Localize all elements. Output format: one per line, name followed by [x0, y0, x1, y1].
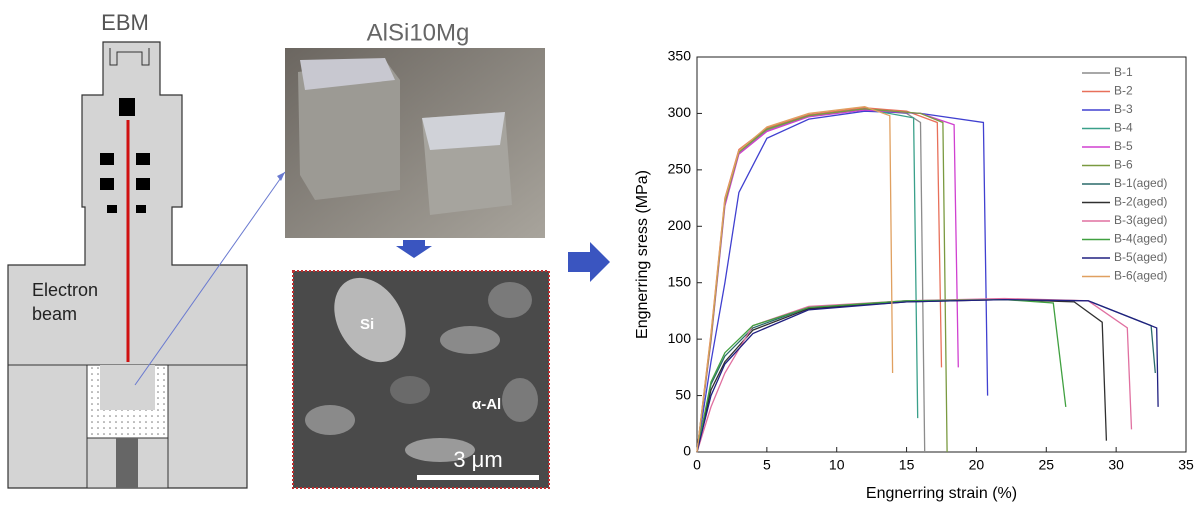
x-tick-label: 10 [829, 457, 845, 473]
x-tick-label: 15 [899, 457, 915, 473]
diagram-title: EBM [101, 10, 149, 35]
diagram-label-box: Electron beam [32, 280, 99, 324]
y-tick-label: 150 [668, 273, 692, 289]
x-axis-title: Engnerring strain (%) [866, 485, 1017, 502]
series-line [696, 298, 1159, 453]
y-tick-label: 200 [668, 217, 692, 233]
series-line [696, 110, 989, 453]
series-line [696, 297, 1133, 453]
stress-strain-chart: 0 5 10 15 20 25 30 35050100150200250300350Engne… [634, 48, 1194, 503]
legend-label: B-2 [1114, 84, 1133, 98]
x-tick-label: 25 [1038, 457, 1054, 473]
diagram-label: Electron beam [32, 280, 99, 324]
series-line [696, 298, 1156, 453]
flow-arrow [568, 242, 610, 282]
legend-label: B-4 [1114, 121, 1133, 135]
sample-photo: AlSi10Mg [285, 19, 545, 258]
series-line [696, 298, 1108, 453]
x-tick-label: 35 [1178, 457, 1194, 473]
x-tick-label: 5 [763, 457, 771, 473]
y-axis-title: Engnerring sress (MPa) [634, 170, 651, 339]
legend-label: B-5(aged) [1114, 250, 1167, 264]
photo-title: AlSi10Mg [367, 19, 470, 46]
y-tick-label: 250 [668, 161, 692, 177]
phase-label: Si [360, 316, 374, 333]
series-line [696, 107, 943, 453]
y-tick-label: 300 [668, 104, 692, 120]
legend-label: B-3(aged) [1114, 213, 1167, 227]
scale-bar-label: 3 μm [453, 447, 502, 472]
legend-label: B-1(aged) [1114, 176, 1167, 190]
y-tick-label: 0 [683, 443, 691, 459]
legend-label: B-5 [1114, 139, 1133, 153]
plot-frame [696, 56, 1187, 453]
series-line [696, 298, 1067, 453]
series-line [696, 108, 919, 453]
legend-label: B-2(aged) [1114, 195, 1167, 209]
y-tick-label: 350 [668, 48, 692, 64]
x-tick-label: 30 [1108, 457, 1124, 473]
ebm-diagram: EBM Electron beam [7, 10, 286, 489]
x-tick-label: 20 [969, 457, 985, 473]
legend-label: B-1 [1114, 65, 1133, 79]
y-tick-label: 100 [668, 330, 692, 346]
micrograph: Si α-Al 3 μm [292, 270, 550, 489]
legend-label: B-6 [1114, 158, 1133, 172]
legend-label: B-6(aged) [1114, 269, 1167, 283]
legend-label: B-4(aged) [1114, 232, 1167, 246]
y-tick-label: 50 [675, 386, 691, 402]
series-line [696, 108, 948, 453]
legend-label: B-3 [1114, 102, 1133, 116]
series-line [696, 106, 894, 453]
x-tick-label: 0 [693, 457, 701, 473]
phase-label: α-Al [472, 396, 501, 413]
